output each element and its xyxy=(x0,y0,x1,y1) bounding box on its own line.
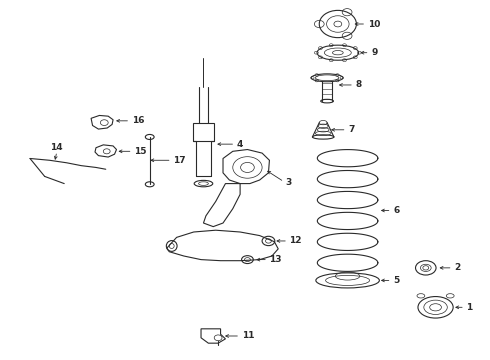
Text: 14: 14 xyxy=(49,143,62,152)
Text: 11: 11 xyxy=(242,332,254,341)
Text: 16: 16 xyxy=(132,116,144,125)
Text: 3: 3 xyxy=(286,178,292,187)
Text: 2: 2 xyxy=(454,264,461,273)
Text: 6: 6 xyxy=(393,206,399,215)
Text: 13: 13 xyxy=(270,255,282,264)
Text: 7: 7 xyxy=(348,125,354,134)
Text: 8: 8 xyxy=(355,81,362,90)
Text: 1: 1 xyxy=(466,303,472,312)
Text: 9: 9 xyxy=(371,48,377,57)
Text: 15: 15 xyxy=(134,147,147,156)
Text: 17: 17 xyxy=(173,156,186,165)
Text: 12: 12 xyxy=(290,237,302,246)
Text: 5: 5 xyxy=(393,276,399,285)
Text: 10: 10 xyxy=(368,19,381,28)
Text: 4: 4 xyxy=(237,140,243,149)
